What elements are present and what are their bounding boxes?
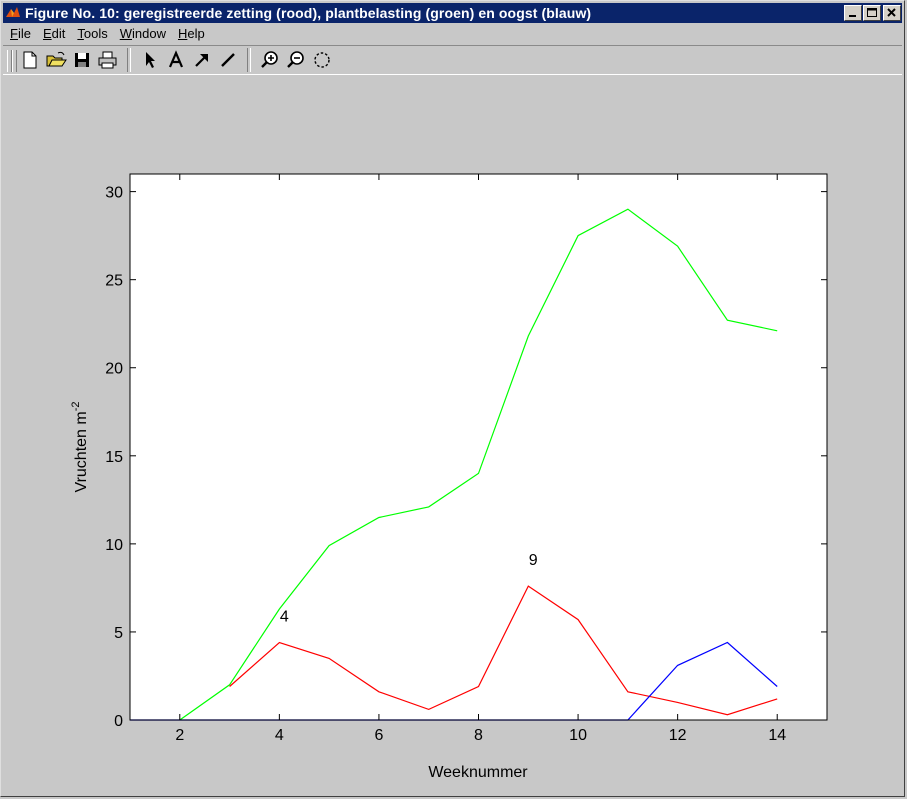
- menu-edit-label: dit: [51, 25, 66, 41]
- zoom-out-icon: [287, 51, 304, 68]
- y-axis-label: Vruchten m-2: [70, 402, 90, 493]
- y-tick-label: 0: [114, 713, 123, 730]
- print-button[interactable]: [95, 48, 121, 72]
- close-icon: [887, 8, 896, 17]
- window-title: Figure No. 10: geregistreerde zetting (r…: [25, 5, 592, 21]
- line-tool-button[interactable]: [215, 48, 241, 72]
- toolbar-separator: [127, 48, 131, 72]
- x-tick-label: 10: [569, 727, 587, 744]
- menu-window-label: indow: [132, 25, 166, 41]
- menu-tools-label: ools: [83, 25, 108, 41]
- open-file-button[interactable]: [43, 48, 69, 72]
- toolbar-grip[interactable]: [7, 50, 12, 72]
- menu-tools[interactable]: Tools: [72, 26, 112, 41]
- x-tick-label: 6: [374, 727, 383, 744]
- select-arrow-icon: [146, 52, 155, 68]
- menu-help[interactable]: Help: [173, 26, 210, 41]
- series-red-line[interactable]: [229, 585, 778, 716]
- x-tick-label: 14: [768, 727, 786, 744]
- menu-edit-accel: E: [42, 25, 52, 41]
- title-bar[interactable]: Figure No. 10: geregistreerde zetting (r…: [3, 3, 902, 23]
- menu-window-accel: W: [119, 25, 133, 41]
- menu-file-label: ile: [17, 25, 31, 41]
- menu-bar: File Edit Tools Window Help: [3, 23, 902, 43]
- save-icon: [75, 53, 89, 67]
- x-tick-label: 12: [669, 727, 687, 744]
- y-tick-label: 20: [105, 361, 123, 378]
- line-tool-icon: [221, 53, 235, 67]
- open-folder-icon: [46, 51, 67, 67]
- save-button[interactable]: [69, 48, 95, 72]
- annotation-label: 9: [529, 552, 538, 569]
- new-file-icon: [23, 51, 37, 69]
- y-axis-label-superscript: -2: [70, 402, 82, 412]
- zoom-out-button[interactable]: [283, 48, 309, 72]
- menu-tools-accel: T: [77, 25, 84, 41]
- print-icon: [98, 51, 117, 69]
- menu-file-accel: F: [10, 25, 18, 41]
- rotate-button[interactable]: [309, 48, 335, 72]
- x-tick-label: 4: [275, 727, 284, 744]
- minimize-button[interactable]: [844, 5, 862, 21]
- select-tool-button[interactable]: [137, 48, 163, 72]
- new-figure-button[interactable]: [17, 48, 43, 72]
- zoom-in-button[interactable]: [257, 48, 283, 72]
- menu-help-label: elp: [187, 25, 205, 41]
- menu-file[interactable]: File: [5, 26, 36, 41]
- annotation-layer: 49: [280, 552, 538, 625]
- y-tick-label: 10: [105, 537, 123, 554]
- text-tool-button[interactable]: [163, 48, 189, 72]
- maximize-icon: [867, 8, 877, 17]
- arrow-tool-button[interactable]: [189, 48, 215, 72]
- menu-edit[interactable]: Edit: [38, 26, 70, 41]
- toolbar-separator-2: [247, 48, 251, 72]
- y-axis-label-main: Vruchten m: [73, 411, 90, 492]
- matlab-logo-icon: [6, 7, 20, 17]
- x-tick-label: 8: [474, 727, 483, 744]
- ticks-layer: 2 4 6 8 10 12 14 0 5 10 15 20 25 30: [105, 174, 827, 744]
- maximize-button[interactable]: [863, 5, 881, 21]
- annotation-label: 4: [280, 608, 289, 625]
- menu-help-accel: H: [177, 25, 188, 41]
- zoom-in-icon: [261, 51, 278, 68]
- y-tick-label: 25: [105, 273, 123, 290]
- toolbar: [3, 45, 902, 75]
- close-button[interactable]: [883, 5, 901, 21]
- toolbar-grip-2[interactable]: [12, 50, 17, 72]
- x-axis-label: Weeknummer: [428, 764, 528, 781]
- text-icon: [168, 50, 184, 68]
- y-tick-label: 30: [105, 185, 123, 202]
- series-green-line[interactable]: [179, 208, 778, 721]
- axes-area[interactable]: [130, 174, 827, 720]
- y-tick-label: 15: [105, 449, 123, 466]
- rotate-icon: [314, 52, 330, 68]
- x-tick-label: 2: [175, 727, 184, 744]
- arrow-tool-icon: [195, 54, 208, 67]
- menu-window[interactable]: Window: [115, 26, 171, 41]
- minimize-icon: [849, 15, 856, 17]
- y-tick-label: 5: [114, 625, 123, 642]
